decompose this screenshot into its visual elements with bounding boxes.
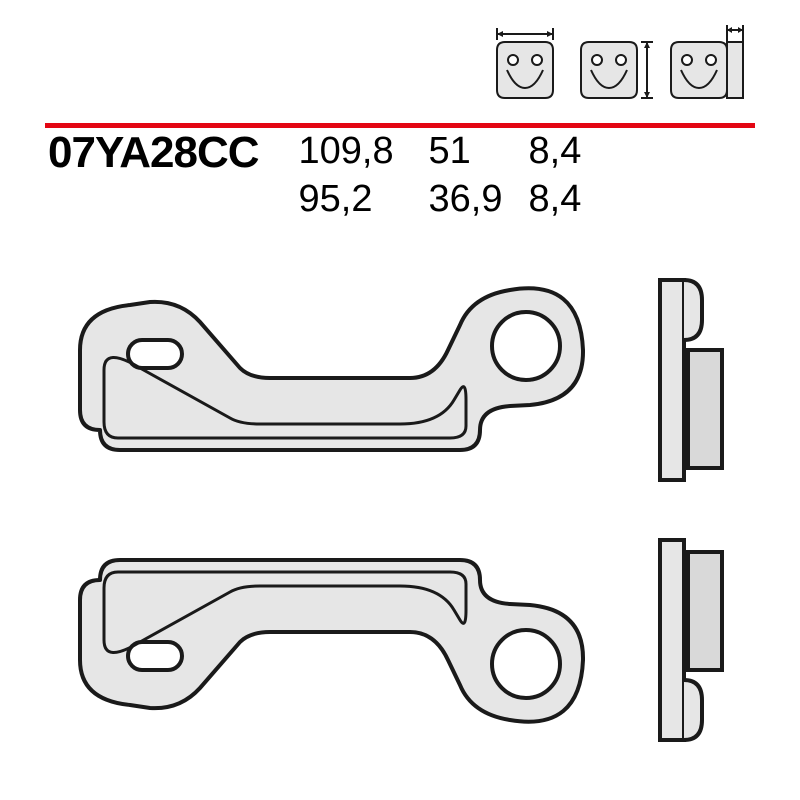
dim-width-icon bbox=[485, 20, 565, 100]
pad-top-side bbox=[660, 280, 722, 480]
brake-pad-figures bbox=[40, 250, 760, 770]
spec-row: 07YA28CC 109,8 51 8,4 95,2 36,9 8,4 bbox=[48, 128, 752, 223]
red-separator-line bbox=[45, 115, 755, 120]
header-dimension-icons bbox=[485, 20, 745, 100]
dim-w2: 95,2 bbox=[299, 176, 429, 224]
dim-w1: 109,8 bbox=[299, 128, 429, 176]
pad-bottom-side bbox=[660, 540, 722, 740]
dim-t2: 8,4 bbox=[529, 176, 609, 224]
dim-h2: 36,9 bbox=[429, 176, 529, 224]
dim-thickness-icon bbox=[665, 20, 745, 100]
part-number: 07YA28CC bbox=[48, 128, 259, 178]
dim-height-icon bbox=[575, 20, 655, 100]
dimension-grid: 109,8 51 8,4 95,2 36,9 8,4 bbox=[299, 128, 609, 223]
pad-top-front bbox=[80, 288, 583, 450]
page: 07YA28CC 109,8 51 8,4 95,2 36,9 8,4 bbox=[0, 0, 800, 800]
pad-bottom-front bbox=[80, 560, 583, 722]
dim-h1: 51 bbox=[429, 128, 529, 176]
dim-t1: 8,4 bbox=[529, 128, 609, 176]
